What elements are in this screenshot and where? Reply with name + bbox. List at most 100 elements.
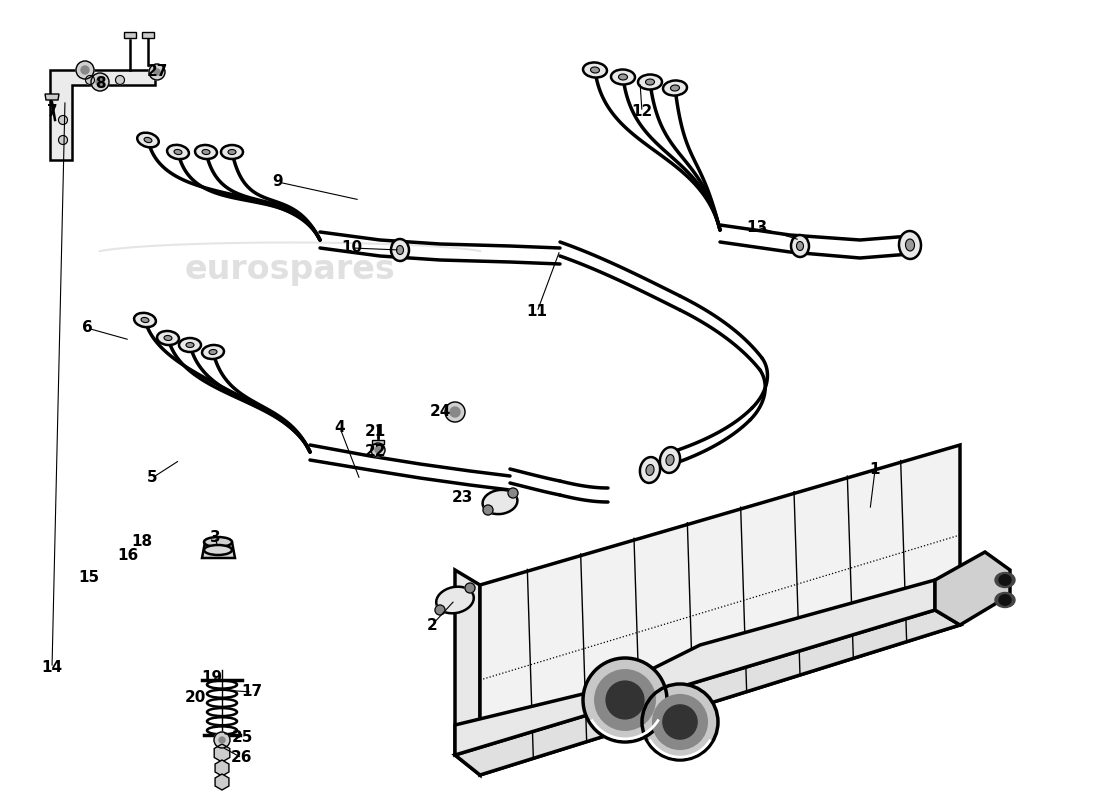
- Text: 11: 11: [527, 305, 548, 319]
- Polygon shape: [935, 552, 1010, 625]
- Circle shape: [214, 732, 230, 748]
- Text: eurospares: eurospares: [574, 583, 785, 617]
- Ellipse shape: [671, 85, 680, 91]
- Ellipse shape: [999, 594, 1011, 606]
- Ellipse shape: [638, 74, 662, 90]
- Ellipse shape: [796, 242, 803, 250]
- Ellipse shape: [186, 342, 194, 347]
- Ellipse shape: [899, 231, 921, 259]
- Ellipse shape: [179, 338, 201, 352]
- Ellipse shape: [666, 454, 674, 466]
- Circle shape: [446, 402, 465, 422]
- Ellipse shape: [164, 335, 172, 341]
- Ellipse shape: [646, 79, 654, 85]
- Text: 10: 10: [341, 241, 363, 255]
- Circle shape: [508, 488, 518, 498]
- Text: 5: 5: [146, 470, 157, 486]
- Text: 6: 6: [81, 321, 92, 335]
- Circle shape: [91, 73, 109, 91]
- Ellipse shape: [204, 537, 232, 547]
- Text: 3: 3: [210, 530, 220, 545]
- Circle shape: [606, 681, 643, 719]
- Text: 26: 26: [231, 750, 253, 766]
- Ellipse shape: [618, 74, 627, 80]
- Ellipse shape: [157, 331, 179, 345]
- Text: 4: 4: [334, 421, 345, 435]
- Circle shape: [465, 583, 475, 593]
- Text: 12: 12: [631, 105, 652, 119]
- Ellipse shape: [646, 465, 654, 475]
- Ellipse shape: [202, 345, 224, 359]
- Circle shape: [663, 705, 697, 739]
- Circle shape: [642, 684, 718, 760]
- Text: eurospares: eurospares: [185, 254, 395, 286]
- Text: 27: 27: [146, 65, 167, 79]
- Ellipse shape: [195, 145, 217, 159]
- Ellipse shape: [583, 62, 607, 78]
- Circle shape: [81, 66, 89, 74]
- Ellipse shape: [396, 246, 404, 254]
- Circle shape: [58, 115, 67, 125]
- Ellipse shape: [167, 145, 189, 159]
- Text: 24: 24: [429, 405, 451, 419]
- Text: 17: 17: [241, 685, 263, 699]
- Ellipse shape: [791, 235, 808, 257]
- Text: 22: 22: [364, 445, 386, 459]
- Text: 8: 8: [95, 75, 106, 90]
- Ellipse shape: [138, 133, 158, 147]
- Ellipse shape: [202, 150, 210, 154]
- Circle shape: [583, 658, 667, 742]
- Circle shape: [148, 64, 165, 80]
- Ellipse shape: [141, 318, 149, 322]
- Ellipse shape: [209, 350, 217, 354]
- Circle shape: [96, 78, 104, 86]
- Polygon shape: [142, 32, 154, 38]
- Ellipse shape: [663, 81, 688, 95]
- Text: 21: 21: [364, 425, 386, 439]
- Ellipse shape: [640, 457, 660, 483]
- Circle shape: [86, 75, 95, 85]
- Ellipse shape: [390, 239, 409, 261]
- Text: 25: 25: [231, 730, 253, 746]
- Text: 14: 14: [42, 661, 63, 675]
- Ellipse shape: [221, 145, 243, 159]
- Polygon shape: [372, 440, 384, 444]
- Ellipse shape: [610, 70, 635, 85]
- Polygon shape: [45, 94, 59, 100]
- Circle shape: [434, 605, 446, 615]
- Circle shape: [76, 61, 94, 79]
- Ellipse shape: [174, 150, 182, 154]
- Ellipse shape: [483, 490, 517, 514]
- Circle shape: [450, 407, 460, 417]
- Text: 2: 2: [427, 618, 438, 633]
- Text: 9: 9: [273, 174, 284, 190]
- Text: 1: 1: [870, 462, 880, 478]
- Text: 20: 20: [185, 690, 206, 706]
- Circle shape: [154, 69, 160, 75]
- Ellipse shape: [134, 313, 156, 327]
- Polygon shape: [455, 570, 480, 775]
- Circle shape: [483, 505, 493, 515]
- Text: 16: 16: [118, 547, 139, 562]
- Ellipse shape: [996, 593, 1015, 607]
- Ellipse shape: [905, 239, 914, 251]
- Text: 15: 15: [78, 570, 100, 586]
- Ellipse shape: [996, 573, 1015, 587]
- Text: 18: 18: [131, 534, 153, 550]
- Text: 13: 13: [747, 219, 768, 234]
- Circle shape: [58, 135, 67, 145]
- Circle shape: [652, 694, 707, 750]
- Ellipse shape: [591, 67, 600, 73]
- Ellipse shape: [437, 586, 474, 614]
- Text: 19: 19: [201, 670, 222, 686]
- Ellipse shape: [228, 150, 236, 154]
- Circle shape: [116, 75, 124, 85]
- Polygon shape: [202, 542, 235, 558]
- Polygon shape: [455, 580, 935, 755]
- Circle shape: [595, 670, 656, 730]
- Circle shape: [371, 443, 385, 457]
- Circle shape: [219, 737, 225, 743]
- Ellipse shape: [660, 447, 680, 473]
- Polygon shape: [124, 32, 136, 38]
- Polygon shape: [50, 70, 155, 160]
